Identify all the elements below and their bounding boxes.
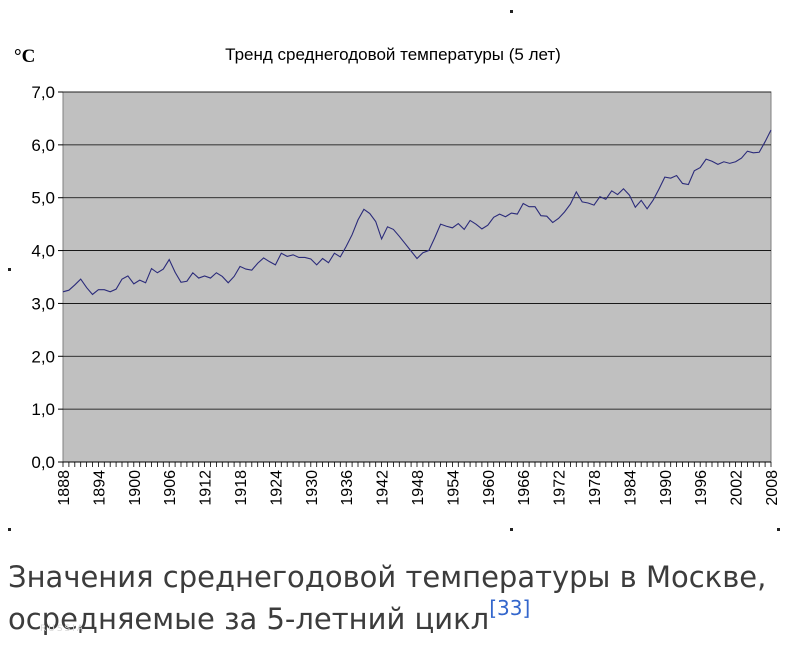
temperature-series-line	[62, 129, 772, 296]
x-tick-label: 1930	[304, 470, 321, 506]
unit-label: °C	[14, 46, 35, 67]
x-tick-label: 1978	[587, 470, 604, 506]
x-tick-label: 1924	[268, 470, 285, 506]
y-tick-label: 7,0	[31, 83, 55, 102]
y-tick-label: 3,0	[31, 294, 55, 313]
x-tick-label: 1948	[410, 470, 427, 506]
x-tick-label: 2008	[764, 470, 781, 506]
dot-left-bottom	[8, 528, 11, 531]
x-tick-label: 1912	[198, 470, 215, 506]
x-tick-label: 1966	[516, 470, 533, 506]
y-tick-label: 6,0	[31, 136, 55, 155]
plot-area	[62, 91, 772, 463]
y-tick-label: 5,0	[31, 189, 55, 208]
x-tick-label: 1996	[693, 470, 710, 506]
x-tick-label: 1906	[162, 470, 179, 506]
x-tick-label: 1984	[622, 470, 639, 506]
x-tick-label: 1954	[445, 470, 462, 506]
dot-right-bottom	[777, 528, 780, 531]
dot-top-center	[510, 10, 513, 13]
figure-caption: Значения среднегодовой температуры в Мос…	[8, 556, 778, 640]
x-tick-label: 1918	[233, 470, 250, 506]
y-axis: 0,0 1,0 2,0 3,0 4,0 5,0 6,0 7,0	[31, 83, 63, 472]
x-tick-label: 1972	[552, 470, 569, 506]
caption-text: Значения среднегодовой температуры в Мос…	[8, 560, 767, 636]
y-tick-label: 2,0	[31, 347, 55, 366]
x-tick-label: 1942	[375, 470, 392, 506]
chart-title: Тренд среднегодовой температуры (5 лет)	[225, 45, 561, 64]
x-tick-label: 1888	[56, 470, 73, 506]
y-tick-label: 1,0	[31, 400, 55, 419]
dot-bottom-center	[510, 528, 513, 531]
x-tick-label: 1960	[481, 470, 498, 506]
x-tick-label: 1990	[658, 470, 675, 506]
x-tick-label: 1900	[127, 470, 144, 506]
x-axis: 1888 1894 1900 1906 1912 1918 1924 1930 1936 1942…	[56, 461, 781, 506]
dot-left-middle	[8, 268, 11, 271]
x-tick-label: 1894	[91, 470, 108, 506]
watermark: RUSSIA	[40, 624, 86, 634]
x-tick-label: 2002	[729, 470, 746, 506]
x-tick-label: 1936	[339, 470, 356, 506]
caption-reference-link[interactable]: [33]	[489, 596, 531, 620]
y-tick-label: 0,0	[31, 453, 55, 472]
temperature-chart: °C Тренд среднегодовой температуры (5 ле…	[14, 45, 781, 506]
gridlines	[63, 91, 771, 410]
y-tick-label: 4,0	[31, 242, 55, 261]
